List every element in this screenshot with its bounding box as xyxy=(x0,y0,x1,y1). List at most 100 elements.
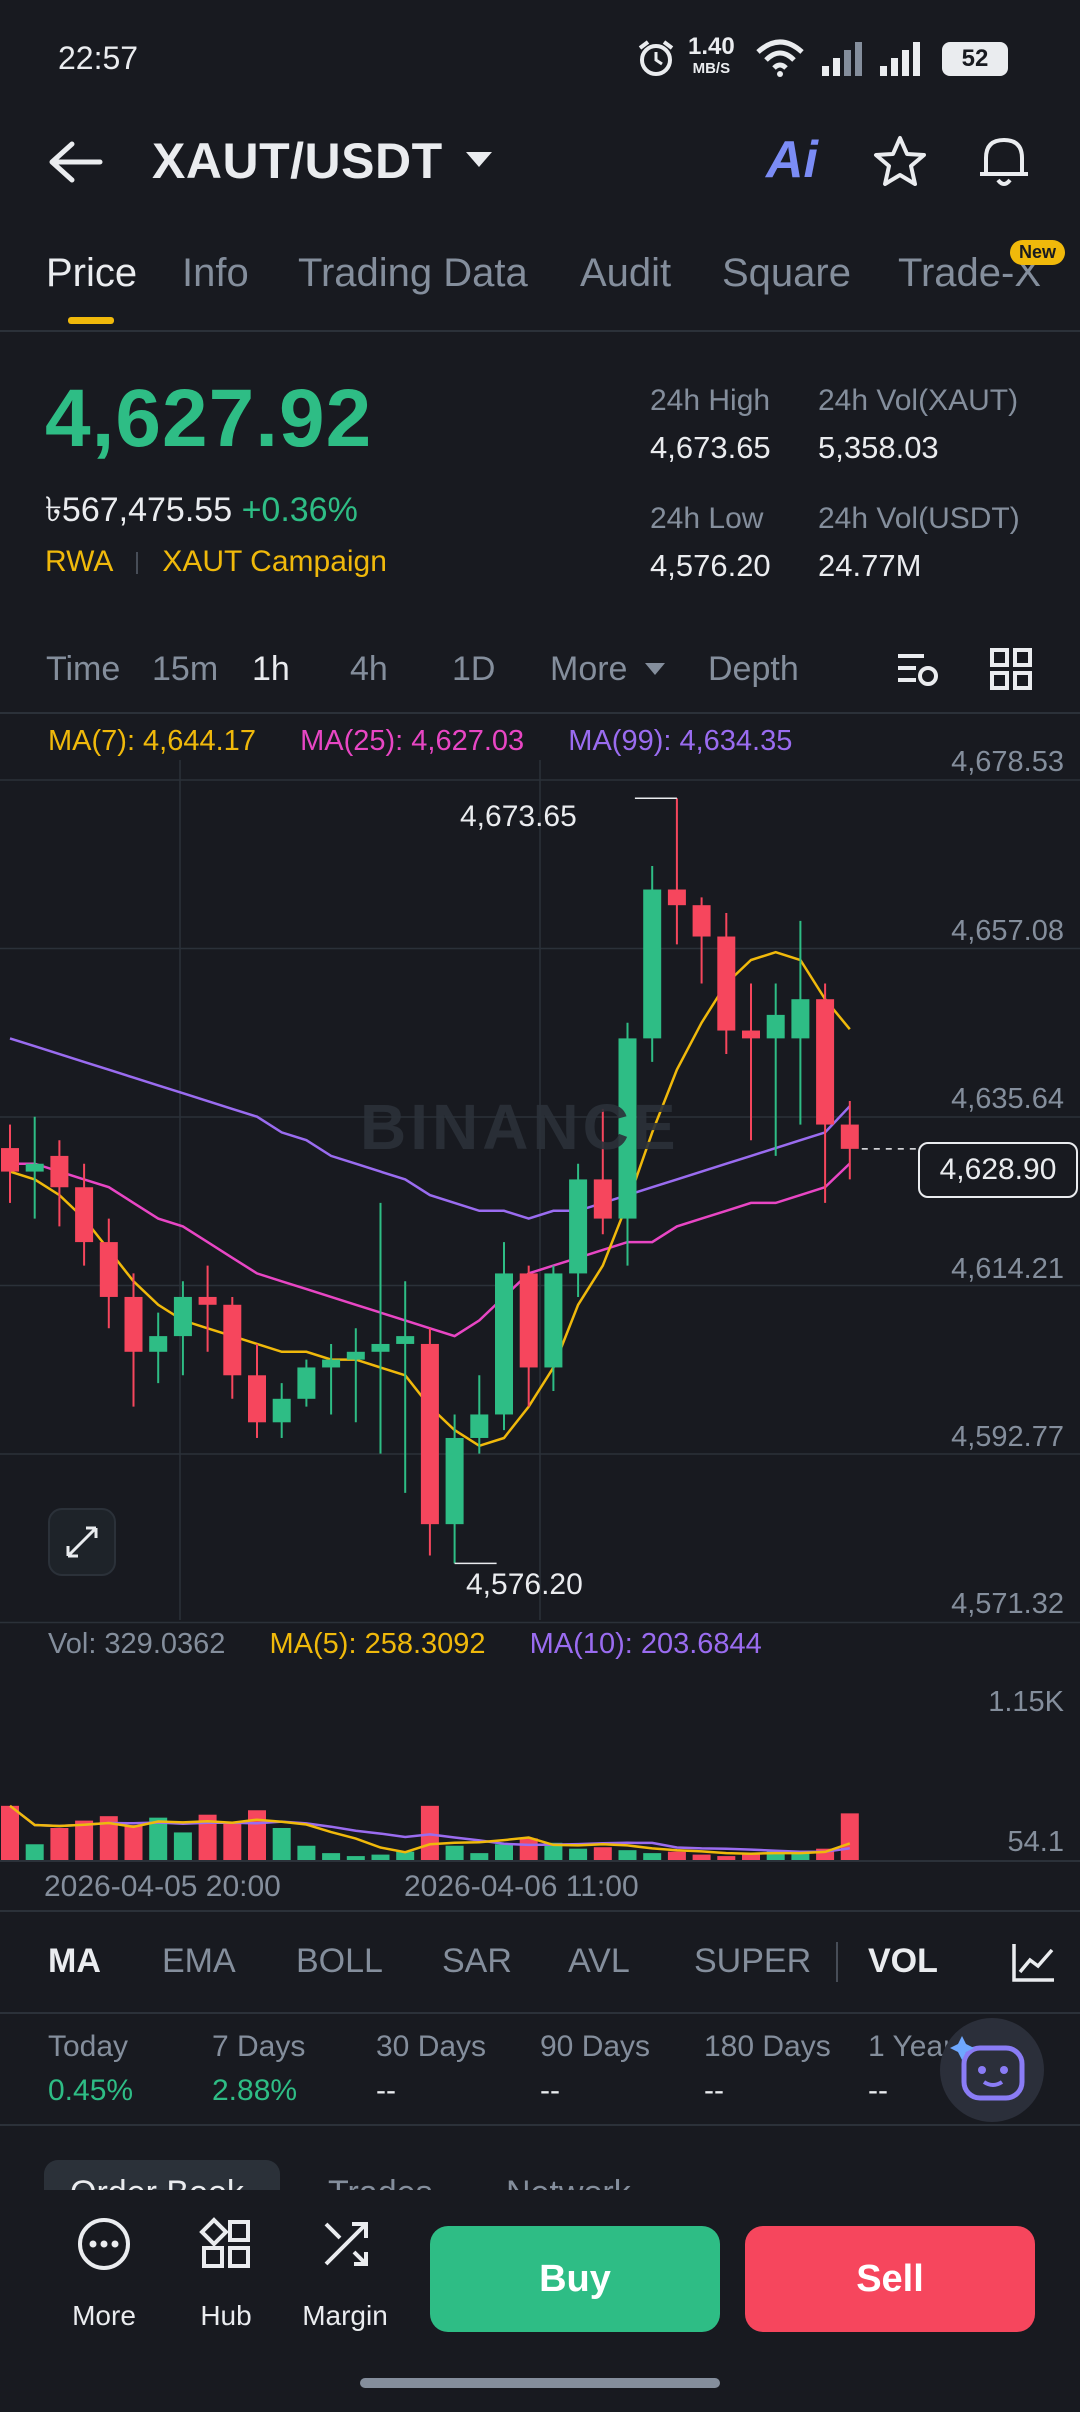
tab-price[interactable]: Price xyxy=(46,251,138,295)
ma99-label: MA(99): 4,634.35 xyxy=(568,725,793,757)
volume-bar xyxy=(124,1825,143,1862)
indicator-chart-icon[interactable] xyxy=(1010,1940,1056,1984)
price-axis-label: 4,678.53 xyxy=(951,746,1064,778)
last-price: 4,627.92 xyxy=(45,373,373,464)
net-speed: 1.40 MB/S xyxy=(688,33,735,78)
signal-icon-1 xyxy=(822,42,862,76)
indicator-ema[interactable]: EMA xyxy=(162,1942,236,1980)
candle-body xyxy=(445,1437,464,1525)
interval-15m[interactable]: 15m xyxy=(152,650,219,688)
tag-campaign[interactable]: XAUT Campaign xyxy=(162,545,387,578)
perf-90d: 90 Days -- xyxy=(540,2030,651,2107)
vol-base-label: 24h Vol(XAUT) xyxy=(818,384,1019,417)
volume-bar xyxy=(766,1850,785,1862)
indicator-ma[interactable]: MA xyxy=(48,1942,101,1980)
indicator-divider xyxy=(836,1942,838,1982)
tab-bar: Price Info Trading Data Audit Square Tra… xyxy=(0,235,1080,332)
volume-bar xyxy=(75,1820,94,1862)
nav-hub[interactable]: Hub xyxy=(186,2217,266,2332)
ai-assistant-button[interactable] xyxy=(940,2018,1044,2122)
volume-bar xyxy=(223,1823,242,1862)
candle-body xyxy=(766,1014,785,1039)
indicator-super[interactable]: SUPER xyxy=(694,1942,812,1980)
candle-body xyxy=(742,1030,760,1039)
candle-body xyxy=(1,1148,19,1172)
candle-body xyxy=(297,1367,316,1399)
candle-body xyxy=(371,1343,390,1352)
fiat-price: ৳567,475.55 +0.36% xyxy=(45,484,358,541)
indicator-vol[interactable]: VOL xyxy=(868,1942,938,1980)
indicator-bar: MA EMA BOLL SAR AVL SUPER VOL xyxy=(0,1910,1080,2014)
interval-4h[interactable]: 4h xyxy=(350,650,388,688)
bell-icon[interactable] xyxy=(976,132,1032,190)
price-axis-label: 4,571.32 xyxy=(951,1588,1064,1620)
volume-chart xyxy=(0,1804,1080,1862)
battery-icon: 52 xyxy=(942,42,1008,76)
buy-button[interactable]: Buy xyxy=(430,2226,720,2332)
volume-bar xyxy=(322,1853,341,1862)
volume-bar xyxy=(99,1816,118,1862)
volume-bar xyxy=(667,1851,686,1862)
pair-dropdown-icon[interactable] xyxy=(464,150,494,170)
grid-layout-icon[interactable] xyxy=(988,646,1034,692)
indicator-avl[interactable]: AVL xyxy=(568,1942,630,1980)
candle-body xyxy=(618,1038,637,1219)
volume-bar xyxy=(544,1842,563,1862)
interval-1h[interactable]: 1h xyxy=(252,650,290,688)
tab-trading-data[interactable]: Trading Data xyxy=(298,251,528,295)
candlestick-chart[interactable] xyxy=(0,760,1080,1630)
tag-row: RWA XAUT Campaign xyxy=(45,545,387,579)
volume-legend: Vol: 329.0362 MA(5): 258.3092 MA(10): 20… xyxy=(48,1628,762,1661)
candle-body xyxy=(248,1375,266,1423)
indicator-boll[interactable]: BOLL xyxy=(296,1942,383,1980)
pair-title[interactable]: XAUT/USDT xyxy=(152,133,443,189)
chart-settings-icon[interactable] xyxy=(894,646,940,692)
interval-1d[interactable]: 1D xyxy=(452,650,496,688)
candle-body xyxy=(643,889,662,1039)
tab-audit[interactable]: Audit xyxy=(580,251,672,295)
ai-bot-icon xyxy=(950,2036,1025,2101)
alarm-icon xyxy=(638,40,674,76)
back-arrow-icon[interactable] xyxy=(48,140,104,184)
ai-icon[interactable]: Ai xyxy=(766,131,818,189)
volume-bar xyxy=(495,1844,513,1862)
current-price-tag[interactable]: 4,628.90 xyxy=(918,1142,1078,1198)
candle-body xyxy=(569,1179,588,1274)
candle-body xyxy=(791,999,810,1039)
fullscreen-button[interactable] xyxy=(48,1508,116,1576)
volume-bar xyxy=(445,1845,464,1862)
ma99-line xyxy=(9,1037,851,1220)
volume-bar xyxy=(840,1813,859,1862)
more-dropdown-icon[interactable] xyxy=(644,662,666,676)
nav-margin[interactable]: Margin xyxy=(298,2222,392,2332)
candle-body xyxy=(50,1155,69,1188)
home-indicator xyxy=(360,2378,720,2388)
sell-button[interactable]: Sell xyxy=(745,2226,1035,2332)
indicator-sar[interactable]: SAR xyxy=(442,1942,512,1980)
interval-depth[interactable]: Depth xyxy=(708,650,799,688)
candle-body xyxy=(667,889,686,906)
candle-body xyxy=(346,1351,365,1360)
favorite-star-icon[interactable] xyxy=(872,134,928,188)
divider xyxy=(0,712,1080,714)
interval-more[interactable]: More xyxy=(550,650,628,688)
tag-rwa[interactable]: RWA xyxy=(45,545,112,578)
volume-bar xyxy=(396,1851,415,1862)
candle-body xyxy=(223,1304,242,1376)
volume-bar xyxy=(173,1832,192,1862)
perf-180d: 180 Days -- xyxy=(704,2030,831,2107)
active-tab-indicator xyxy=(68,317,114,324)
nav-more[interactable]: More xyxy=(64,2218,144,2332)
perf-30d: 30 Days -- xyxy=(376,2030,487,2107)
tab-square[interactable]: Square xyxy=(722,251,851,295)
perf-1y: 1 Year -- xyxy=(868,2030,954,2107)
candle-body xyxy=(75,1187,94,1243)
candle-body xyxy=(840,1124,859,1149)
price-axis-label: 4,657.08 xyxy=(951,915,1064,947)
candle-body xyxy=(272,1398,291,1423)
date-label-2: 2026-04-06 11:00 xyxy=(404,1870,639,1903)
high-label: 24h High xyxy=(650,384,771,417)
volume-bar xyxy=(717,1856,736,1862)
interval-time[interactable]: Time xyxy=(46,650,121,688)
tab-info[interactable]: Info xyxy=(182,251,249,295)
